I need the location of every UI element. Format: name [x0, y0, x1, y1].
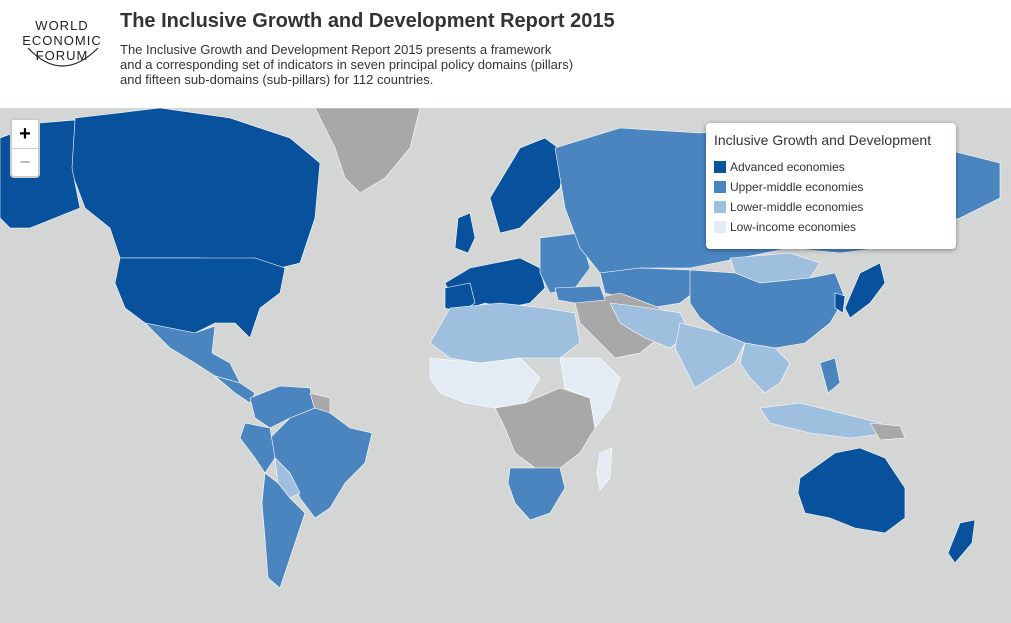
region-north-africa[interactable]	[429, 302, 581, 364]
svg-text:WORLD: WORLD	[35, 18, 88, 33]
country-philippines[interactable]	[819, 357, 841, 394]
wef-logo: WORLD ECONOMIC FORUM	[14, 14, 110, 78]
legend-label: Lower-middle economies	[730, 200, 864, 214]
legend-swatch	[714, 181, 726, 193]
region-central-africa[interactable]	[494, 387, 596, 469]
country-mexico[interactable]	[144, 322, 241, 384]
svg-text:FORUM: FORUM	[36, 48, 89, 63]
legend-label: Upper-middle economies	[730, 180, 864, 194]
page-title: The Inclusive Growth and Development Rep…	[120, 10, 615, 32]
country-india[interactable]	[674, 322, 746, 389]
legend-label: Low-income economies	[730, 220, 857, 234]
country-china[interactable]	[689, 269, 846, 349]
map-canvas[interactable]	[0, 108, 1011, 623]
map-legend: Inclusive Growth and Development Advance…	[706, 123, 956, 249]
legend-swatch	[714, 161, 726, 173]
description-line: The Inclusive Growth and Development Rep…	[120, 42, 552, 57]
country-japan[interactable]	[844, 262, 886, 319]
country-usa[interactable]	[114, 257, 286, 339]
svg-text:ECONOMIC: ECONOMIC	[22, 33, 102, 48]
report-description: The Inclusive Growth and Development Rep…	[120, 42, 640, 87]
description-line: and a corresponding set of indicators in…	[120, 57, 574, 72]
region-southern-africa[interactable]	[507, 467, 566, 521]
country-uk[interactable]	[454, 212, 476, 254]
legend-label: Advanced economies	[730, 160, 845, 174]
description-line: and fifteen sub-domains (sub-pillars) fo…	[120, 72, 434, 87]
zoom-control: + −	[10, 118, 40, 178]
page-header: WORLD ECONOMIC FORUM The Inclusive Growt…	[0, 0, 1011, 108]
country-korea[interactable]	[834, 292, 846, 314]
region-east-africa[interactable]	[559, 357, 621, 429]
region-southeast-asia[interactable]	[739, 342, 791, 394]
country-madagascar[interactable]	[596, 447, 613, 491]
country-new-zealand[interactable]	[947, 519, 976, 564]
country-argentina[interactable]	[261, 472, 306, 589]
legend-title: Inclusive Growth and Development	[714, 132, 932, 148]
country-turkey[interactable]	[554, 285, 606, 304]
country-papua-new-guinea[interactable]	[869, 422, 906, 441]
legend-swatch	[714, 221, 726, 233]
region-scandinavia[interactable]	[489, 137, 566, 234]
country-bolivia[interactable]	[274, 457, 301, 499]
country-australia[interactable]	[797, 447, 906, 534]
legend-swatch	[714, 201, 726, 213]
zoom-out-button[interactable]: −	[12, 148, 38, 176]
world-map[interactable]	[0, 108, 1011, 623]
country-greenland[interactable]	[314, 108, 421, 194]
zoom-in-button[interactable]: +	[19, 123, 31, 145]
